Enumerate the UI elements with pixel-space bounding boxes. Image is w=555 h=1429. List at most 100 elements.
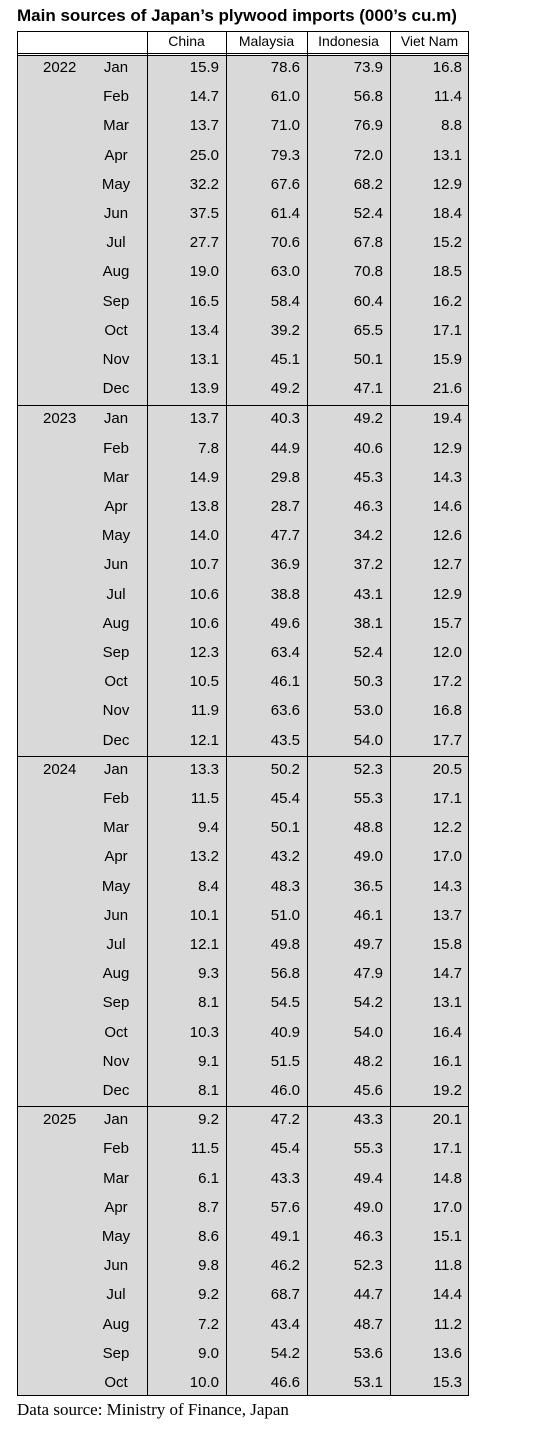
value-cell: 14.6 <box>432 497 462 515</box>
value-cell: 28.7 <box>270 497 300 515</box>
value-cell: 40.6 <box>353 439 383 457</box>
value-cell: 8.8 <box>441 117 462 135</box>
month: Jun <box>103 1257 129 1275</box>
month: Jan <box>103 1111 129 1129</box>
month: May <box>101 1227 131 1245</box>
column-divider <box>390 32 391 1395</box>
value-cell: 16.2 <box>432 292 462 310</box>
value-cell: 49.2 <box>353 410 383 428</box>
month: Jul <box>106 234 126 252</box>
value-cell: 79.3 <box>270 146 300 164</box>
month: Feb <box>103 1140 129 1158</box>
value-cell: 12.9 <box>432 439 462 457</box>
value-cell: 17.2 <box>432 673 462 691</box>
value-cell: 52.3 <box>353 760 383 778</box>
value-cell: 12.1 <box>189 731 219 749</box>
value-cell: 12.7 <box>432 556 462 574</box>
value-cell: 19.0 <box>189 263 219 281</box>
month: Aug <box>102 614 130 632</box>
value-cell: 9.0 <box>198 1344 219 1362</box>
column-header: Viet Nam <box>400 33 459 49</box>
value-cell: 12.9 <box>432 585 462 603</box>
value-cell: 13.2 <box>189 848 219 866</box>
value-cell: 54.0 <box>353 731 383 749</box>
value-cell: 47.7 <box>270 527 300 545</box>
value-cell: 19.2 <box>432 1081 462 1099</box>
value-cell: 78.6 <box>270 59 300 76</box>
value-cell: 10.6 <box>189 614 219 632</box>
value-cell: 37.2 <box>353 556 383 574</box>
table: China Malaysia Indonesia Viet Nam 2022 Jan 15… <box>17 31 469 1396</box>
column-header: Malaysia <box>238 33 295 49</box>
value-cell: 68.7 <box>270 1286 300 1304</box>
value-cell: 61.0 <box>270 88 300 106</box>
value-cell: 32.2 <box>189 175 219 193</box>
value-cell: 17.1 <box>432 789 462 807</box>
value-cell: 17.1 <box>432 321 462 339</box>
value-cell: 60.4 <box>353 292 383 310</box>
month: Jan <box>103 59 129 76</box>
value-cell: 63.6 <box>270 702 300 720</box>
title: Main sources of Japan’s plywood imports … <box>17 6 457 25</box>
value-cell: 13.6 <box>432 1344 462 1362</box>
value-cell: 43.1 <box>353 585 383 603</box>
value-cell: 10.0 <box>189 1373 219 1391</box>
value-cell: 54.2 <box>353 994 383 1012</box>
value-cell: 46.2 <box>270 1257 300 1275</box>
column-divider <box>147 32 148 1395</box>
value-cell: 53.1 <box>353 1373 383 1391</box>
value-cell: 49.2 <box>270 380 300 398</box>
value-cell: 6.1 <box>198 1169 219 1187</box>
month: Nov <box>102 702 130 720</box>
value-cell: 25.0 <box>189 146 219 164</box>
value-cell: 14.7 <box>432 965 462 983</box>
value-cell: 47.2 <box>270 1111 300 1129</box>
value-cell: 44.9 <box>270 439 300 457</box>
value-cell: 13.1 <box>189 351 219 368</box>
value-cell: 45.4 <box>270 789 300 807</box>
value-cell: 14.3 <box>432 877 462 895</box>
value-cell: 71.0 <box>270 117 300 135</box>
value-cell: 76.9 <box>353 117 383 135</box>
month: Jul <box>106 935 126 953</box>
value-cell: 13.7 <box>189 410 219 428</box>
value-cell: 16.8 <box>432 59 462 76</box>
value-cell: 17.1 <box>432 1140 462 1158</box>
value-cell: 12.1 <box>189 935 219 953</box>
value-cell: 46.1 <box>353 906 383 924</box>
month: Mar <box>103 819 129 837</box>
value-cell: 17.0 <box>432 1198 462 1216</box>
value-cell: 15.9 <box>189 59 219 76</box>
year-block: 2024 Jan 13.3 50.2 52.3 20.5 Feb 11.5 45.4 55.3 17… <box>18 755 468 1106</box>
value-cell: 15.1 <box>432 1227 462 1245</box>
month: May <box>101 877 131 895</box>
value-cell: 11.9 <box>190 702 219 720</box>
value-cell: 7.2 <box>198 1315 219 1333</box>
month: Mar <box>103 1169 129 1187</box>
value-cell: 73.9 <box>353 59 383 76</box>
month: Mar <box>103 468 129 486</box>
value-cell: 50.1 <box>353 351 383 368</box>
value-cell: 16.5 <box>189 292 219 310</box>
value-cell: 49.6 <box>270 614 300 632</box>
value-cell: 9.8 <box>198 1257 219 1275</box>
month: May <box>101 527 131 545</box>
month: Mar <box>103 117 129 135</box>
month: Sep <box>102 643 130 661</box>
value-cell: 43.4 <box>270 1315 300 1333</box>
value-cell: 13.7 <box>189 117 219 135</box>
value-cell: 61.4 <box>270 205 300 222</box>
value-cell: 15.9 <box>432 351 462 368</box>
value-cell: 48.7 <box>353 1315 383 1333</box>
value-cell: 47.1 <box>353 380 383 398</box>
value-cell: 53.0 <box>353 702 383 720</box>
month: Dec <box>102 1081 130 1099</box>
year: 2024 <box>43 760 77 778</box>
value-cell: 46.6 <box>270 1373 300 1391</box>
header-row: China Malaysia Indonesia Viet Nam <box>18 32 468 56</box>
value-cell: 63.0 <box>270 263 300 281</box>
value-cell: 11.5 <box>190 1140 219 1158</box>
value-cell: 9.2 <box>198 1286 219 1304</box>
value-cell: 38.1 <box>353 614 383 632</box>
month: Jun <box>103 556 129 574</box>
